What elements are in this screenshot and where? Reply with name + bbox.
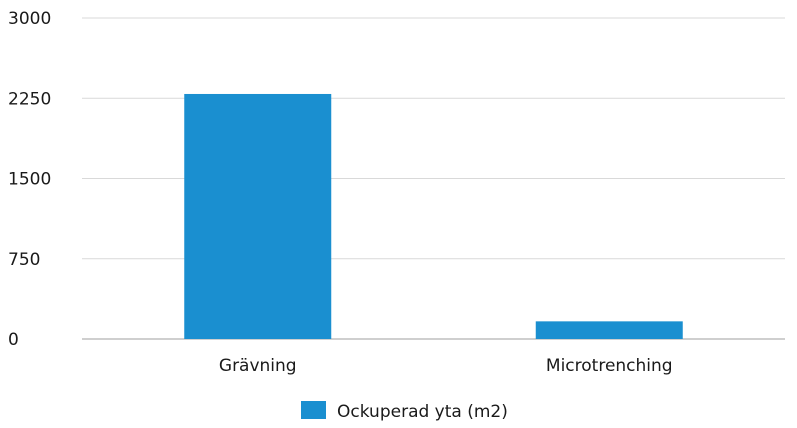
y-axis-tick-labels: 0 750 1500 2250 3000 bbox=[8, 9, 51, 350]
legend-label: Ockuperad yta (m2) bbox=[337, 402, 508, 422]
x-category-label: Microtrenching bbox=[546, 356, 673, 376]
bars bbox=[184, 93, 683, 339]
legend: Ockuperad yta (m2) bbox=[301, 401, 508, 422]
y-tick-label: 0 bbox=[8, 330, 19, 350]
y-tick-label: 2250 bbox=[8, 89, 51, 109]
x-axis-category-labels: Grävning Microtrenching bbox=[219, 356, 673, 376]
x-category-label: Grävning bbox=[219, 356, 297, 376]
legend-swatch bbox=[301, 401, 326, 419]
bar bbox=[184, 93, 332, 339]
y-tick-label: 750 bbox=[8, 250, 40, 270]
y-tick-label: 3000 bbox=[8, 9, 51, 29]
y-tick-label: 1500 bbox=[8, 170, 51, 190]
bar bbox=[535, 321, 683, 339]
